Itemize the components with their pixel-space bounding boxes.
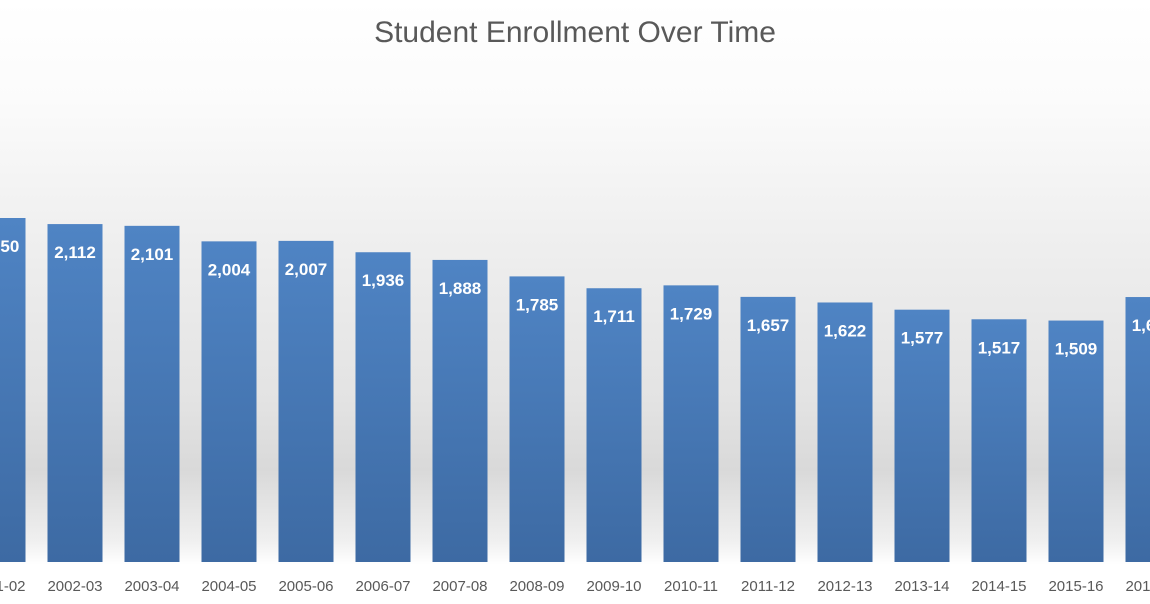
data-label: 1,888 (439, 279, 482, 298)
data-label: 1,936 (362, 271, 405, 290)
x-tick-label: 2001-02 (0, 578, 26, 595)
bar-2012-13 (817, 302, 873, 562)
data-label: 1,656 (1132, 316, 1150, 335)
x-tick-label: 2003-04 (124, 578, 179, 595)
data-label: 1,622 (824, 321, 867, 340)
data-label: 2,101 (131, 245, 174, 264)
bar-2006-07 (355, 252, 411, 563)
x-tick-label: 2016-17 (1125, 578, 1150, 595)
data-label: 1,509 (1055, 340, 1098, 359)
x-tick-label: 2009-10 (586, 578, 641, 595)
bar-2011-12 (740, 296, 796, 562)
x-tick-label: 2015-16 (1048, 578, 1103, 595)
data-label: 2,112 (54, 243, 96, 262)
bar-2013-14 (894, 309, 950, 562)
data-label: 1,577 (901, 329, 944, 348)
x-tick-label: 2013-14 (894, 578, 949, 595)
x-tick-label: 2002-03 (47, 578, 102, 595)
data-label: 2,150 (0, 237, 19, 256)
bar-2005-06 (278, 240, 334, 562)
x-tick-label: 2010-11 (664, 578, 718, 595)
chart-title: Student Enrollment Over Time (374, 16, 776, 49)
x-tick-label: 2004-05 (201, 578, 256, 595)
x-tick-label: 2014-15 (971, 578, 1026, 595)
bar-2002-03 (47, 224, 103, 562)
x-tick-label: 2006-07 (355, 578, 410, 595)
data-label: 1,711 (593, 307, 635, 326)
bar-2001-02 (0, 218, 26, 562)
data-label: 2,004 (208, 260, 251, 279)
bar-2004-05 (201, 241, 257, 563)
bar-2007-08 (432, 259, 488, 562)
bar-2003-04 (124, 225, 180, 562)
data-label: 1,729 (670, 304, 713, 323)
data-label: 1,785 (516, 295, 559, 314)
data-label: 1,657 (747, 316, 790, 335)
bar-2014-15 (971, 319, 1027, 562)
data-label: 2,007 (285, 260, 328, 279)
x-tick-label: 2011-12 (741, 578, 795, 595)
bar-2009-10 (586, 288, 642, 562)
bar-2015-16 (1048, 320, 1104, 562)
bar-2016-17 (1125, 297, 1150, 562)
x-tick-label: 2007-08 (432, 578, 487, 595)
x-tick-label: 2012-13 (817, 578, 872, 595)
x-tick-label: 2005-06 (278, 578, 333, 595)
data-label: 1,517 (978, 338, 1021, 357)
x-tick-label: 2008-09 (509, 578, 564, 595)
bar-2008-09 (509, 276, 565, 562)
bar-2010-11 (663, 285, 719, 562)
